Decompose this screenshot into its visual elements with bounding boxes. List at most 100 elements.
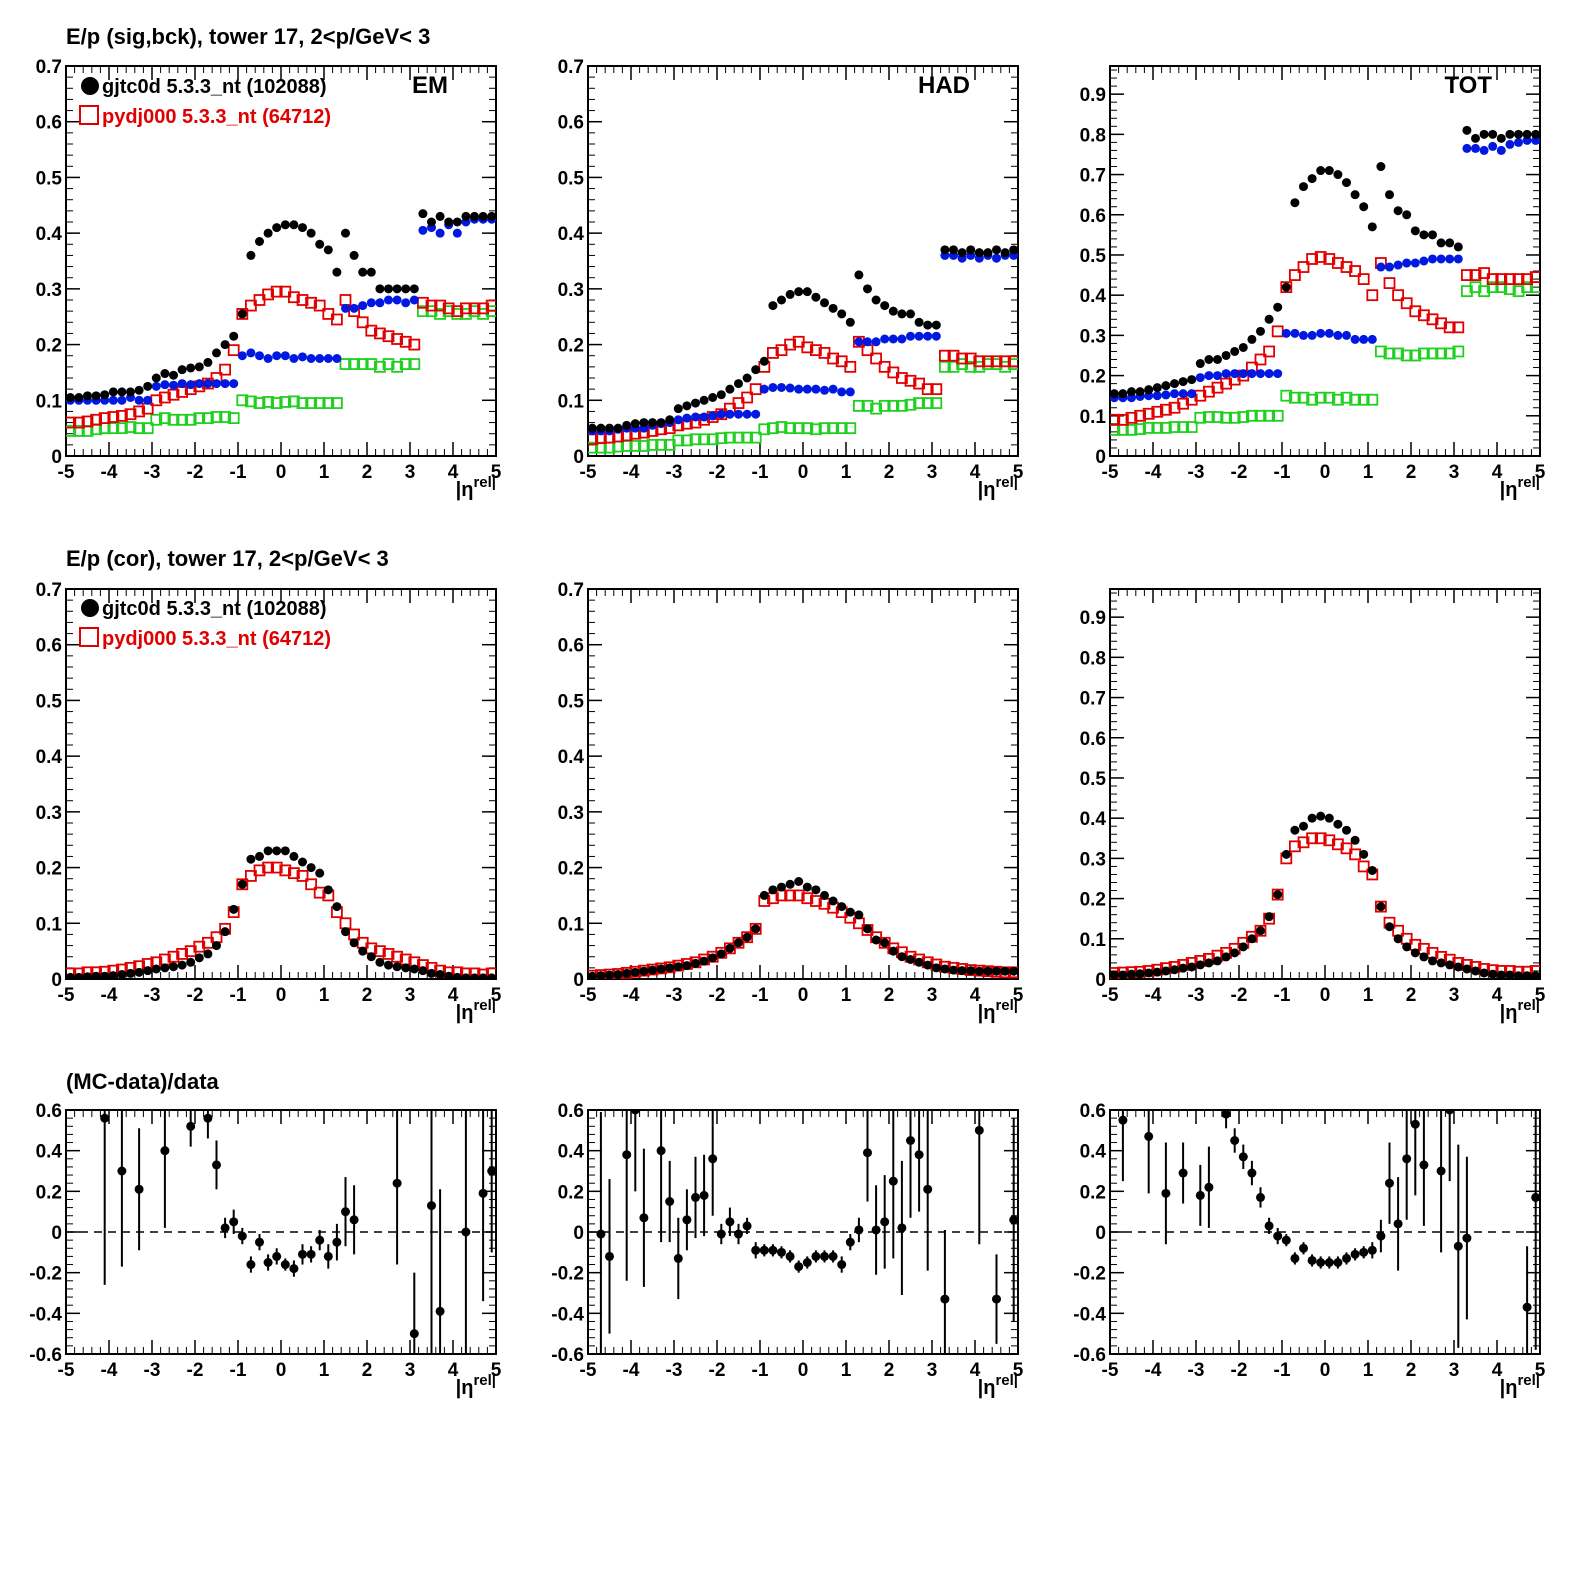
y-tick-label: 0: [1095, 970, 1106, 991]
data-point: [1504, 273, 1516, 285]
data-point: [706, 433, 719, 446]
x-tick-label: -1: [230, 462, 247, 483]
y-tick-label: 0.3: [1080, 849, 1106, 870]
data-point: [270, 285, 283, 298]
data-point: [1247, 334, 1257, 344]
data-point: [1256, 926, 1265, 936]
data-point: [1367, 222, 1377, 232]
data-point: [802, 384, 812, 394]
data-point: [1204, 371, 1214, 381]
data-point: [366, 952, 376, 962]
data-point: [332, 902, 342, 912]
data-point: [186, 380, 196, 390]
x-tick-label: 1: [1363, 462, 1374, 483]
data-point: [1357, 273, 1370, 285]
x-axis-label-sup: rel|: [1517, 474, 1540, 491]
data-point: [1445, 960, 1455, 970]
data-point: [1419, 952, 1429, 962]
data-point: [66, 425, 77, 437]
data-point: [1514, 129, 1523, 139]
data-point: [143, 966, 153, 976]
data-point: [107, 411, 120, 423]
data-point: [923, 1184, 933, 1194]
data-point: [880, 938, 890, 948]
data-point: [470, 211, 479, 221]
y-tick-label: -0.2: [1073, 1264, 1106, 1285]
data-point: [897, 309, 907, 319]
data-point: [435, 211, 445, 221]
data-point: [1376, 902, 1386, 912]
y-tick-label: 0.3: [36, 280, 62, 301]
data-point: [923, 960, 933, 970]
data-point: [716, 390, 726, 400]
data-point: [1299, 1243, 1308, 1253]
x-axis-label-sup: rel|: [1517, 1372, 1540, 1389]
data-point: [923, 320, 933, 330]
data-point: [1281, 328, 1291, 338]
data-point: [296, 397, 309, 409]
data-point: [227, 412, 240, 425]
data-point: [784, 338, 796, 351]
data-point: [1187, 375, 1197, 385]
data-point: [219, 363, 232, 376]
x-tick-label: -4: [101, 462, 118, 483]
y-tick-label: 0.2: [36, 1182, 62, 1203]
data-point: [1127, 387, 1136, 397]
data-point: [246, 854, 256, 864]
series-layer: [588, 245, 1018, 454]
data-point: [83, 972, 92, 979]
data-point: [358, 301, 368, 311]
data-point: [861, 399, 874, 412]
x-tick-label: -2: [187, 462, 204, 483]
data-point: [452, 228, 462, 238]
data-point: [749, 922, 762, 935]
legend-data-label: gjtc0d 5.3.3_nt (102088): [102, 76, 327, 98]
data-point: [691, 398, 700, 408]
data-point: [298, 1249, 307, 1259]
y-tick-label: 0.8: [1080, 125, 1106, 146]
x-axis-label-base: |η: [1500, 1002, 1518, 1024]
data-point: [956, 352, 968, 365]
data-point: [409, 295, 419, 305]
data-point: [91, 391, 101, 401]
data-point: [734, 938, 743, 948]
data-point: [220, 927, 230, 937]
data-point: [835, 422, 848, 435]
data-point: [219, 411, 232, 423]
data-point: [870, 402, 882, 415]
y-tick-label: 0: [51, 970, 62, 991]
data-point: [124, 421, 137, 433]
data-point: [1000, 248, 1010, 258]
data-point: [785, 1251, 795, 1261]
y-tick-label: -0.2: [29, 1264, 62, 1285]
data-point: [1366, 289, 1379, 302]
data-point: [220, 379, 230, 389]
data-point: [124, 408, 137, 421]
data-point: [708, 411, 718, 421]
data-point: [382, 330, 395, 343]
x-tick-label: -3: [666, 462, 683, 483]
data-point: [1333, 170, 1343, 180]
data-point: [665, 415, 675, 425]
data-point: [470, 973, 479, 979]
data-point: [1471, 143, 1480, 153]
data-point: [1264, 314, 1274, 324]
data-point: [90, 413, 102, 426]
y-tick-label: 0.6: [36, 636, 62, 657]
data-point: [1428, 254, 1437, 264]
x-tick-label: 4: [448, 462, 459, 483]
data-point: [870, 352, 882, 365]
data-point: [845, 317, 855, 327]
data-point: [375, 957, 385, 967]
data-point: [100, 971, 110, 979]
data-point: [452, 217, 462, 227]
data-point: [126, 387, 135, 397]
data-point: [820, 298, 829, 308]
x-tick-label: 1: [841, 462, 852, 483]
x-tick-label: -2: [1231, 985, 1248, 1006]
data-point: [665, 963, 675, 973]
data-point: [1367, 865, 1377, 875]
x-axis-label-base: |η: [978, 479, 996, 501]
data-point: [1402, 1154, 1412, 1164]
data-point: [1263, 345, 1275, 358]
